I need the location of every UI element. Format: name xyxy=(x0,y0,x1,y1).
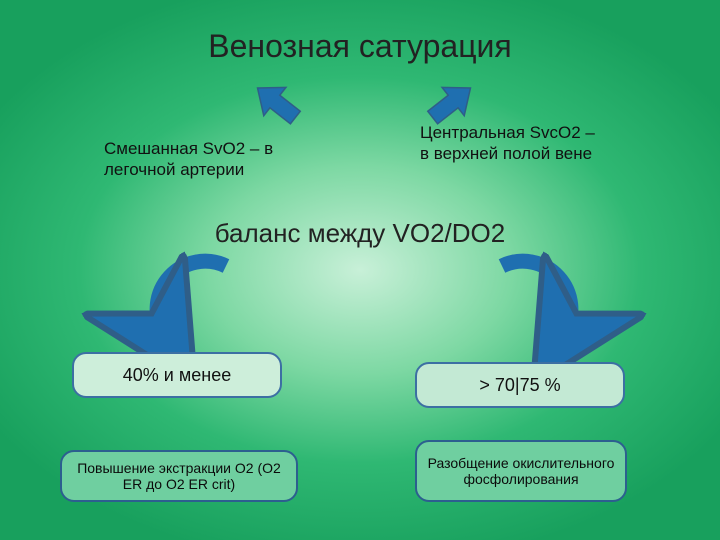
pill-phosphorylation-label: Разобщение окислительного фосфолирования xyxy=(427,455,615,487)
pill-70-75-percent-label: > 70|75 % xyxy=(479,375,560,396)
pill-o2-extraction: Повышение экстракции O2 (O2 ER до O2 ER … xyxy=(60,450,298,502)
arrow-top-left xyxy=(248,74,308,134)
curved-arrow-right xyxy=(468,252,598,362)
label-mixed-svo2: Смешанная SvO2 – в легочной артерии xyxy=(104,138,314,181)
subtitle-balance: баланс между VO2/DO2 xyxy=(0,218,720,249)
curved-arrow-left xyxy=(130,252,260,362)
pill-40-percent: 40% и менее xyxy=(72,352,282,398)
main-title: Венозная сатурация xyxy=(0,28,720,65)
diagram-stage: Венозная сатурация Смешанная SvO2 – в ле… xyxy=(0,0,720,540)
pill-70-75-percent: > 70|75 % xyxy=(415,362,625,408)
pill-phosphorylation: Разобщение окислительного фосфолирования xyxy=(415,440,627,502)
pill-40-percent-label: 40% и менее xyxy=(123,365,231,386)
label-central-svco2: Центральная SvcO2 –в верхней полой вене xyxy=(420,122,595,165)
pill-o2-extraction-label: Повышение экстракции O2 (O2 ER до O2 ER … xyxy=(72,460,286,492)
